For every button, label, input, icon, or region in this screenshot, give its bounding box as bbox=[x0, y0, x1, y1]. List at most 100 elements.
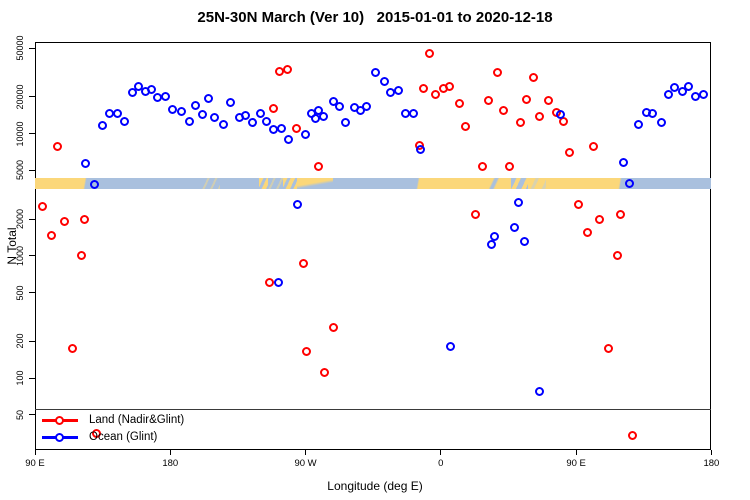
y-tick-mark bbox=[29, 47, 35, 49]
data-point-ocean bbox=[535, 387, 545, 397]
x-tick-mark bbox=[575, 450, 577, 455]
map-strip-segment-pgulf_mix bbox=[511, 178, 529, 189]
legend-land-label: Land (Nadir&Glint) bbox=[89, 414, 185, 426]
data-point-ocean bbox=[698, 89, 708, 99]
data-point-land bbox=[431, 89, 441, 99]
data-point-land bbox=[329, 322, 339, 332]
chart-title: 25N-30N March (Ver 10) 2015-01-01 to 202… bbox=[197, 9, 553, 26]
data-point-ocean bbox=[261, 117, 271, 127]
data-point-land bbox=[282, 65, 292, 75]
data-point-ocean bbox=[490, 231, 500, 241]
data-point-ocean bbox=[647, 108, 657, 118]
legend-land-marker-icon bbox=[55, 415, 64, 425]
data-point-land bbox=[79, 215, 89, 225]
y-tick-mark bbox=[29, 169, 35, 171]
data-point-ocean bbox=[133, 82, 143, 92]
data-point-ocean bbox=[120, 117, 130, 127]
data-point-ocean bbox=[273, 278, 283, 288]
map-strip-segment-ocean bbox=[219, 178, 259, 189]
data-point-land bbox=[37, 202, 47, 212]
data-point-ocean bbox=[219, 119, 229, 129]
data-point-ocean bbox=[619, 157, 629, 167]
y-tick-mark bbox=[29, 340, 35, 342]
data-point-ocean bbox=[293, 200, 303, 210]
data-point-ocean bbox=[240, 111, 250, 121]
data-point-ocean bbox=[416, 145, 426, 155]
data-point-land bbox=[67, 343, 77, 353]
data-point-ocean bbox=[335, 102, 345, 111]
data-point-ocean bbox=[634, 119, 644, 129]
data-point-land bbox=[499, 106, 509, 115]
data-point-land bbox=[613, 250, 623, 260]
data-point-land bbox=[574, 200, 584, 210]
y-tick-label: 2000 bbox=[15, 208, 25, 230]
data-point-ocean bbox=[127, 87, 137, 97]
data-point-land bbox=[314, 162, 324, 172]
data-point-land bbox=[565, 148, 575, 158]
y-tick-label: 50 bbox=[15, 409, 25, 420]
map-strip-segment-ocean_mix bbox=[267, 178, 283, 189]
data-point-land bbox=[559, 117, 569, 127]
data-point-land bbox=[493, 67, 503, 77]
data-point-ocean bbox=[446, 342, 456, 352]
data-point-ocean bbox=[112, 108, 122, 118]
x-tick-mark bbox=[169, 450, 171, 455]
data-point-ocean bbox=[276, 124, 286, 134]
map-strip-segment-coast_ol bbox=[415, 178, 422, 189]
data-point-land bbox=[425, 48, 435, 58]
data-point-ocean bbox=[677, 86, 687, 96]
data-point-land bbox=[76, 250, 86, 260]
y-tick-mark bbox=[29, 377, 35, 379]
data-point-ocean bbox=[514, 198, 524, 208]
y-tick-label: 200 bbox=[15, 333, 25, 349]
data-point-ocean bbox=[81, 159, 91, 169]
y-tick-label: 100 bbox=[15, 370, 25, 386]
data-point-ocean bbox=[509, 222, 519, 232]
y-tick-mark bbox=[29, 96, 35, 98]
data-point-ocean bbox=[393, 85, 403, 95]
data-point-land bbox=[515, 118, 525, 128]
x-tick-mark bbox=[440, 450, 442, 455]
data-point-land bbox=[264, 278, 274, 288]
map-strip-segment-ocean bbox=[87, 178, 202, 189]
data-point-land bbox=[628, 430, 638, 440]
map-strip-segment-land bbox=[421, 178, 489, 189]
y-tick-label: 500 bbox=[15, 285, 25, 301]
data-point-ocean bbox=[556, 109, 566, 119]
data-point-land bbox=[91, 429, 101, 439]
y-tick-label: 20000 bbox=[15, 84, 25, 110]
y-tick-label: 50000 bbox=[15, 35, 25, 61]
legend-box-top-line bbox=[35, 409, 711, 410]
map-strip-segment-coast_lo bbox=[616, 178, 623, 189]
data-point-land bbox=[583, 227, 593, 237]
data-point-ocean bbox=[198, 109, 208, 119]
map-strip-segment-land bbox=[546, 178, 617, 189]
data-point-ocean bbox=[683, 82, 693, 92]
data-point-land bbox=[419, 84, 429, 94]
data-point-land bbox=[589, 141, 599, 151]
y-tick-label: 1000 bbox=[15, 245, 25, 266]
data-point-ocean bbox=[380, 77, 390, 87]
x-axis-label: Longitude (deg E) bbox=[327, 479, 423, 493]
x-tick-label: 90 W bbox=[294, 458, 317, 469]
data-point-land bbox=[269, 103, 279, 113]
data-point-land bbox=[595, 215, 605, 225]
y-tick-mark bbox=[29, 218, 35, 220]
y-tick-mark bbox=[29, 255, 35, 257]
data-point-land bbox=[478, 162, 488, 172]
map-strip-segment-land bbox=[35, 178, 82, 189]
data-point-ocean bbox=[329, 96, 339, 106]
map-strip-segment-ocean bbox=[332, 178, 416, 189]
data-point-land bbox=[46, 231, 56, 241]
plot-area bbox=[35, 42, 711, 450]
map-strip-segment-redsea_mix bbox=[488, 178, 500, 189]
data-point-ocean bbox=[487, 239, 497, 249]
data-point-ocean bbox=[210, 113, 220, 123]
data-point-ocean bbox=[408, 108, 418, 118]
data-point-land bbox=[60, 216, 70, 226]
data-point-land bbox=[604, 343, 614, 353]
data-point-ocean bbox=[284, 134, 294, 144]
data-point-ocean bbox=[318, 111, 328, 121]
data-point-land bbox=[535, 111, 545, 121]
data-point-ocean bbox=[177, 107, 187, 117]
